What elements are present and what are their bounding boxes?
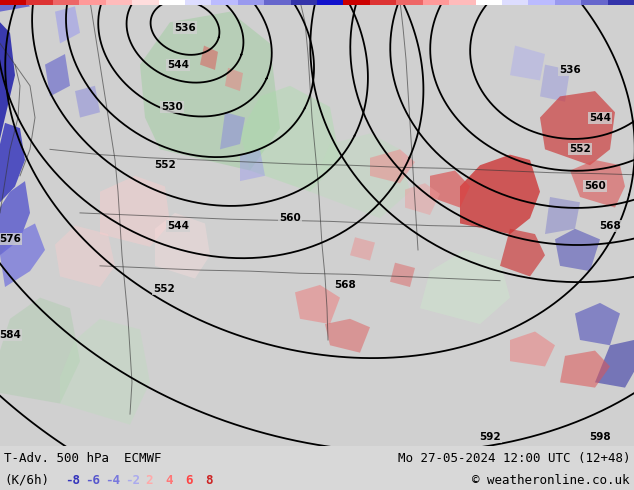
Polygon shape bbox=[510, 46, 545, 80]
Bar bbox=[79, 0, 106, 5]
Polygon shape bbox=[595, 340, 634, 388]
Polygon shape bbox=[540, 91, 615, 165]
Polygon shape bbox=[0, 123, 25, 202]
Text: -4: -4 bbox=[105, 474, 120, 487]
Bar bbox=[106, 0, 132, 5]
Polygon shape bbox=[225, 68, 243, 91]
Polygon shape bbox=[75, 86, 100, 118]
Polygon shape bbox=[240, 149, 265, 181]
Text: 552: 552 bbox=[154, 160, 176, 170]
Text: 536: 536 bbox=[174, 23, 196, 32]
Bar bbox=[290, 0, 317, 5]
Polygon shape bbox=[0, 181, 30, 255]
Polygon shape bbox=[55, 225, 115, 287]
Bar bbox=[53, 0, 79, 5]
Bar bbox=[607, 0, 634, 5]
Polygon shape bbox=[200, 46, 218, 70]
Bar bbox=[0, 0, 27, 5]
Bar bbox=[423, 0, 449, 5]
Polygon shape bbox=[370, 149, 415, 183]
Polygon shape bbox=[460, 155, 540, 234]
Polygon shape bbox=[45, 54, 70, 97]
Text: 552: 552 bbox=[569, 145, 591, 154]
Text: 8: 8 bbox=[205, 474, 212, 487]
Bar bbox=[476, 0, 502, 5]
Polygon shape bbox=[60, 319, 150, 425]
Polygon shape bbox=[540, 65, 570, 102]
Text: 584: 584 bbox=[0, 330, 21, 340]
Text: 544: 544 bbox=[589, 113, 611, 122]
Polygon shape bbox=[545, 197, 580, 234]
Polygon shape bbox=[310, 133, 410, 218]
Text: 544: 544 bbox=[167, 60, 189, 70]
Polygon shape bbox=[325, 319, 370, 353]
Bar bbox=[317, 0, 344, 5]
Text: Mo 27-05-2024 12:00 UTC (12+48): Mo 27-05-2024 12:00 UTC (12+48) bbox=[398, 452, 630, 465]
Bar bbox=[158, 0, 185, 5]
Polygon shape bbox=[0, 223, 45, 287]
Text: T-Adv. 500 hPa  ECMWF: T-Adv. 500 hPa ECMWF bbox=[4, 452, 162, 465]
Polygon shape bbox=[350, 237, 375, 261]
Text: 6: 6 bbox=[185, 474, 193, 487]
Polygon shape bbox=[0, 297, 80, 404]
Text: 598: 598 bbox=[589, 433, 611, 442]
Text: -2: -2 bbox=[125, 474, 140, 487]
Text: 552: 552 bbox=[153, 284, 175, 294]
Bar bbox=[185, 0, 211, 5]
Polygon shape bbox=[575, 303, 620, 345]
Text: 560: 560 bbox=[279, 213, 301, 223]
Polygon shape bbox=[510, 332, 555, 367]
Bar bbox=[449, 0, 476, 5]
Polygon shape bbox=[0, 22, 15, 139]
Bar bbox=[528, 0, 555, 5]
Polygon shape bbox=[430, 171, 470, 208]
Polygon shape bbox=[100, 176, 170, 247]
Text: 560: 560 bbox=[584, 181, 606, 192]
Polygon shape bbox=[155, 213, 210, 278]
Text: 544: 544 bbox=[167, 220, 189, 231]
Text: 568: 568 bbox=[334, 280, 356, 290]
Bar bbox=[344, 0, 370, 5]
Polygon shape bbox=[390, 263, 415, 287]
Polygon shape bbox=[500, 229, 545, 276]
Text: -8: -8 bbox=[65, 474, 80, 487]
Polygon shape bbox=[560, 350, 610, 388]
Polygon shape bbox=[570, 160, 625, 208]
Polygon shape bbox=[140, 12, 280, 171]
Bar bbox=[238, 0, 264, 5]
Text: 530: 530 bbox=[161, 102, 183, 112]
Bar bbox=[555, 0, 581, 5]
Bar bbox=[370, 0, 396, 5]
Bar bbox=[132, 0, 158, 5]
Bar bbox=[502, 0, 528, 5]
Text: 2: 2 bbox=[145, 474, 153, 487]
Bar bbox=[264, 0, 290, 5]
Polygon shape bbox=[555, 229, 600, 271]
Polygon shape bbox=[420, 250, 510, 324]
Bar bbox=[396, 0, 423, 5]
Polygon shape bbox=[220, 112, 245, 149]
Bar bbox=[211, 0, 238, 5]
Text: © weatheronline.co.uk: © weatheronline.co.uk bbox=[472, 474, 630, 487]
Text: 4: 4 bbox=[165, 474, 172, 487]
Text: -6: -6 bbox=[85, 474, 100, 487]
Text: 536: 536 bbox=[559, 65, 581, 75]
Polygon shape bbox=[295, 285, 340, 324]
Text: 568: 568 bbox=[599, 220, 621, 231]
Text: (K/6h): (K/6h) bbox=[4, 474, 49, 487]
Polygon shape bbox=[55, 6, 80, 44]
Bar bbox=[581, 0, 607, 5]
Polygon shape bbox=[240, 86, 340, 192]
Text: 592: 592 bbox=[479, 433, 501, 442]
Polygon shape bbox=[405, 183, 440, 215]
Bar bbox=[27, 0, 53, 5]
Polygon shape bbox=[0, 0, 30, 12]
Text: 576: 576 bbox=[0, 234, 21, 245]
